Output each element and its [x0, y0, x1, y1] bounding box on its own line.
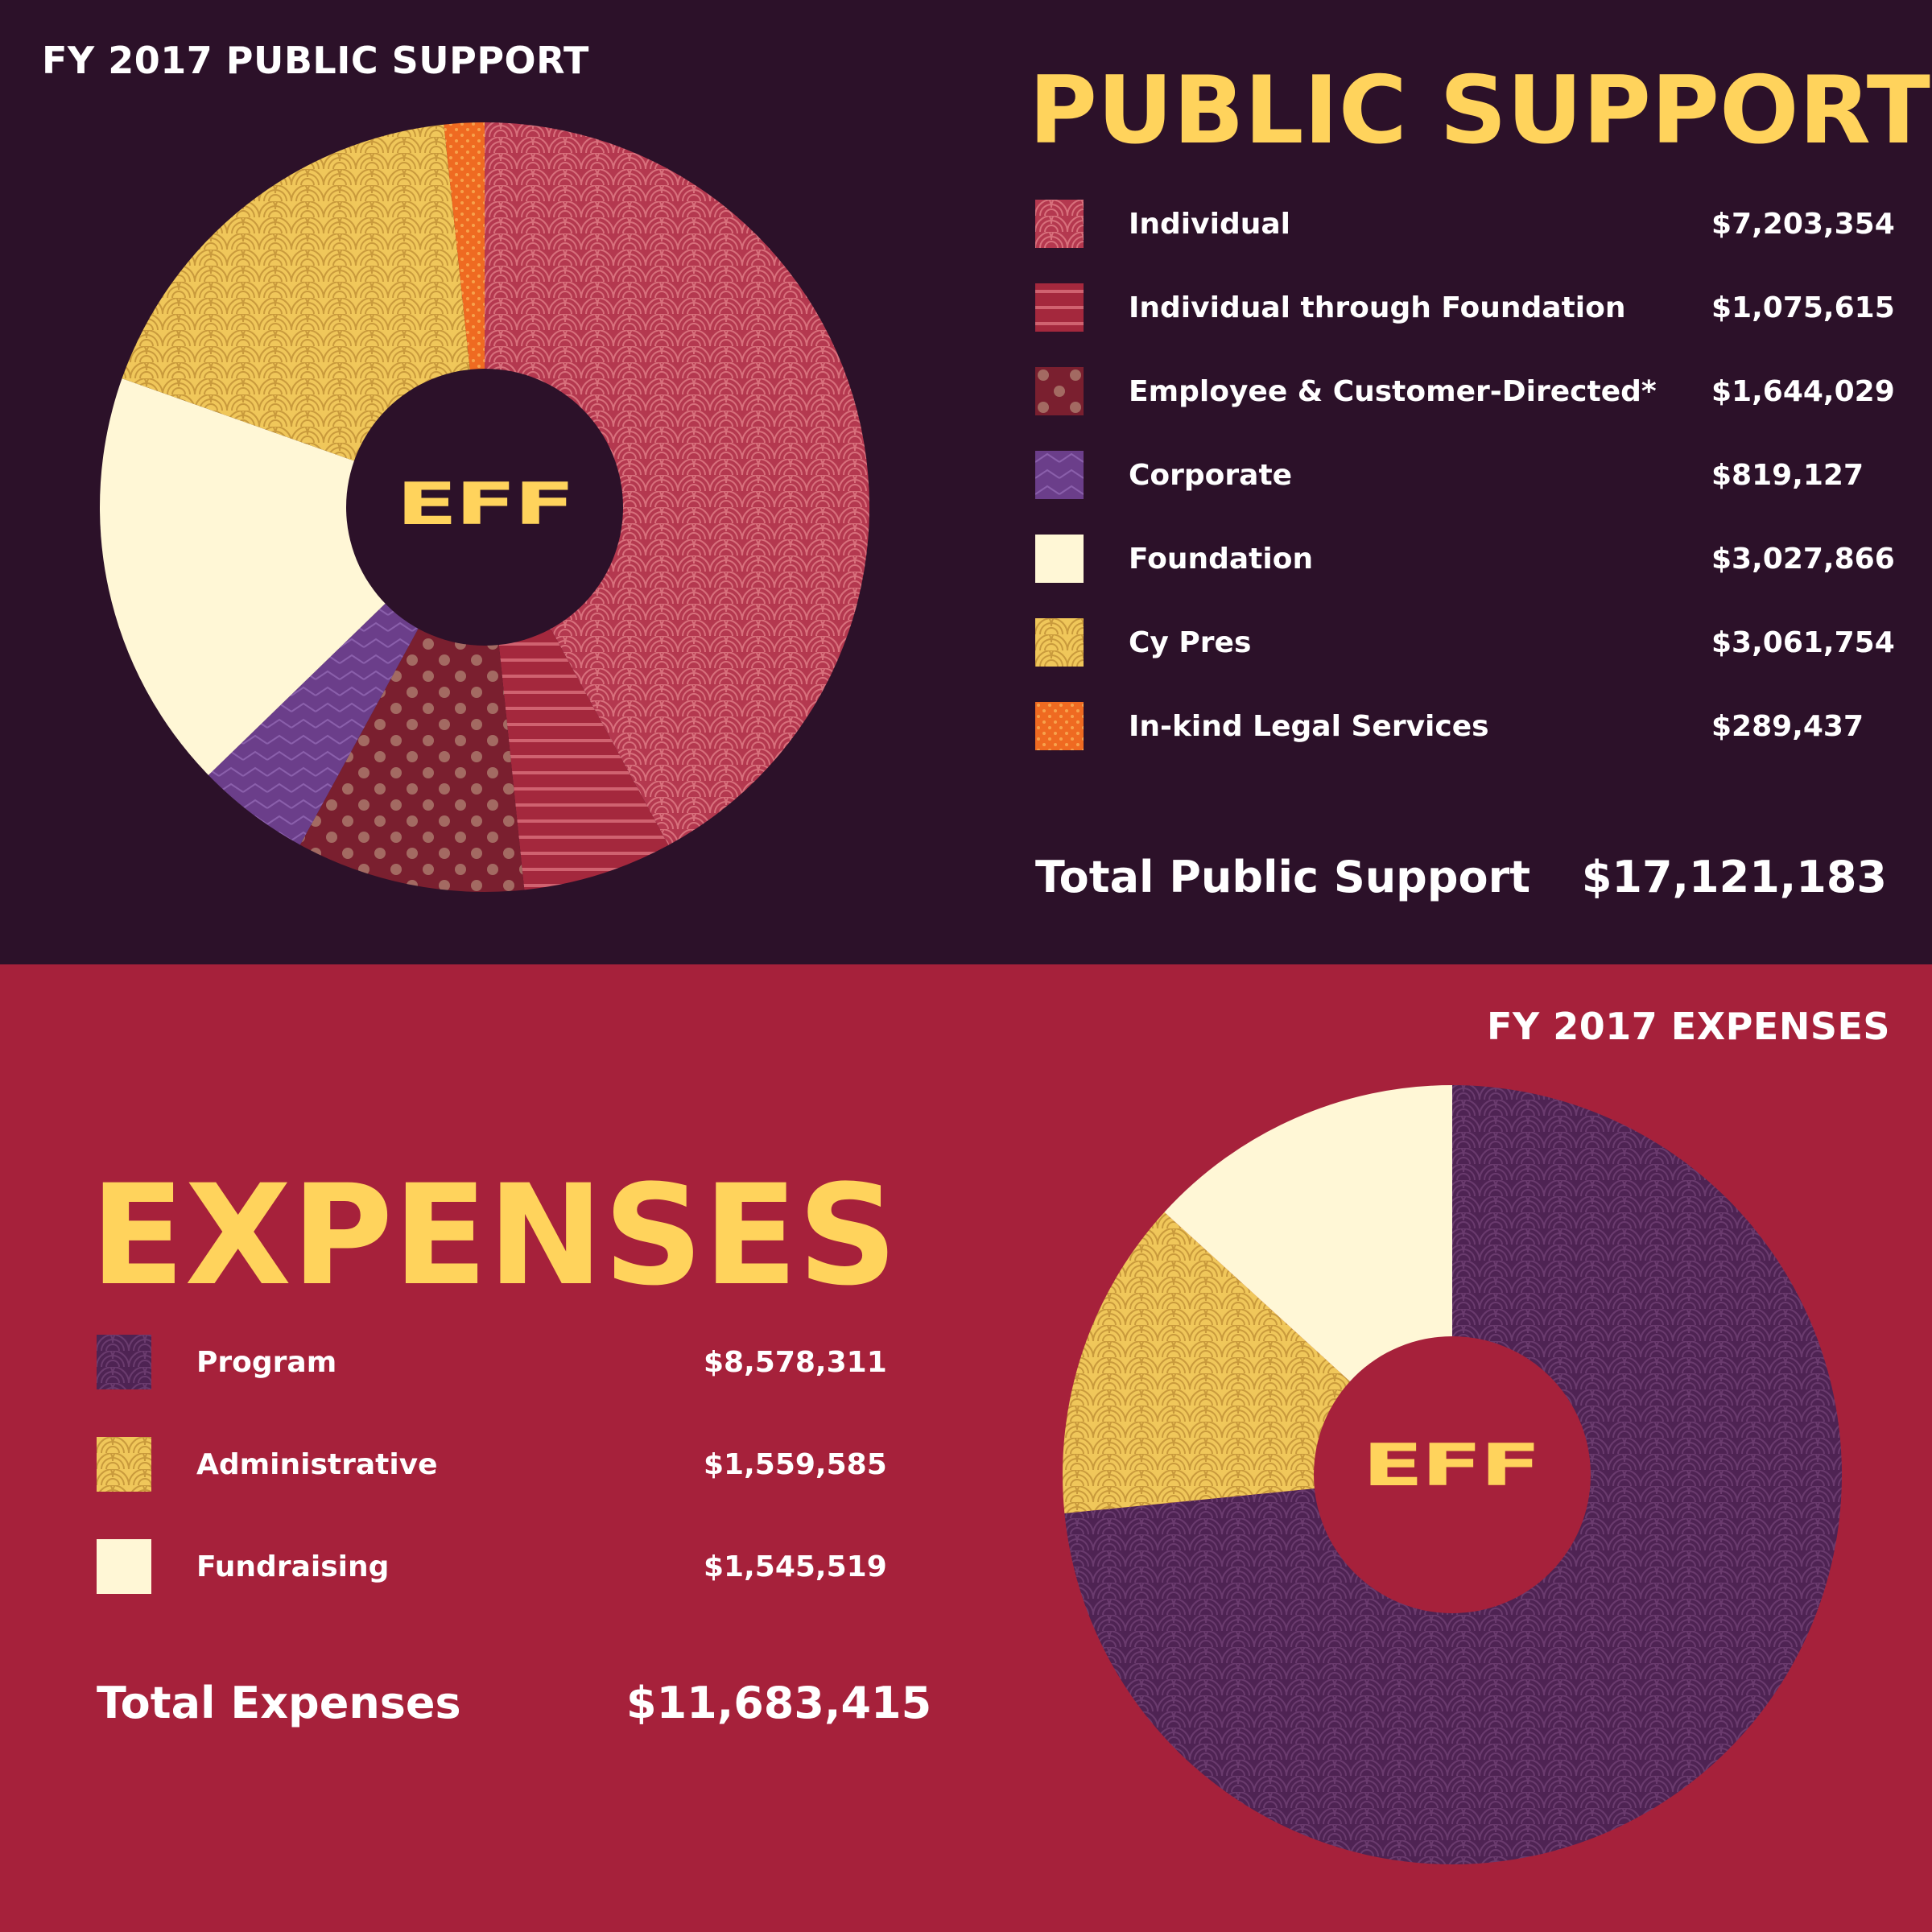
legend-label: Administrative	[196, 1448, 438, 1481]
legend-row: In-kind Legal Services $289,437	[1035, 702, 1889, 750]
legend-swatch	[1035, 200, 1084, 248]
pie-slice-individual	[485, 122, 869, 845]
legend-value: $1,559,585	[704, 1448, 887, 1481]
legend-swatch	[1035, 451, 1084, 499]
legend-label: Foundation	[1129, 543, 1314, 576]
legend-row: Employee & Customer-Directed* $1,644,029	[1035, 367, 1895, 415]
expenses-donut-chart	[1063, 1085, 1842, 1864]
public-support-panel: FY 2017 PUBLIC SUPPORT EFF PUBLIC SUPPOR…	[0, 0, 1932, 964]
legend-swatch	[1035, 618, 1084, 667]
legend-row: Cy Pres $3,061,754	[1035, 618, 1895, 667]
legend-label: Fundraising	[196, 1550, 390, 1583]
legend-swatch	[97, 1335, 151, 1389]
donut-hole	[346, 369, 623, 646]
donut-hole	[1314, 1336, 1591, 1613]
legend-row: Individual through Foundation $1,075,615	[1035, 283, 1895, 332]
legend-label: Cy Pres	[1129, 626, 1252, 659]
legend-label: Corporate	[1129, 459, 1293, 492]
legend-label: Program	[196, 1346, 337, 1379]
legend-swatch	[1035, 283, 1084, 332]
legend-value: $1,545,519	[704, 1550, 887, 1583]
legend-row: Administrative $1,559,585	[97, 1437, 887, 1492]
eff-logo-support: EFF	[396, 470, 576, 538]
eff-logo-expenses: EFF	[1362, 1431, 1542, 1499]
support-total-value: $17,121,183	[1581, 852, 1887, 902]
legend-value: $3,027,866	[1711, 543, 1895, 576]
expenses-chart-title: FY 2017 EXPENSES	[1487, 1005, 1890, 1048]
legend-value: $7,203,354	[1711, 208, 1895, 241]
legend-row: Foundation $3,027,866	[1035, 535, 1895, 583]
legend-label: Employee & Customer-Directed*	[1129, 375, 1657, 408]
expenses-heading: EXPENSES	[90, 1154, 898, 1316]
support-heading: PUBLIC SUPPORT	[1029, 56, 1930, 165]
legend-swatch	[1035, 367, 1084, 415]
legend-row: Fundraising $1,545,519	[97, 1539, 887, 1594]
support-chart-title: FY 2017 PUBLIC SUPPORT	[42, 39, 589, 82]
support-total-label: Total Public Support	[1035, 852, 1531, 902]
support-donut-chart	[99, 122, 869, 892]
legend-label: Individual	[1129, 208, 1290, 241]
legend-value: $289,437	[1711, 710, 1864, 743]
legend-label: Individual through Foundation	[1129, 291, 1626, 324]
legend-value: $8,578,311	[704, 1346, 887, 1379]
legend-value: $1,075,615	[1711, 291, 1895, 324]
legend-swatch	[1035, 535, 1084, 583]
expenses-total-value: $11,683,415	[626, 1678, 932, 1728]
expenses-total-label: Total Expenses	[97, 1678, 461, 1728]
legend-label: In-kind Legal Services	[1129, 710, 1489, 743]
legend-value: $1,644,029	[1711, 375, 1895, 408]
legend-swatch	[97, 1437, 151, 1492]
legend-value: $819,127	[1711, 459, 1864, 492]
expenses-panel: FY 2017 EXPENSES EXPENSES Program $8,578,…	[0, 964, 1932, 1932]
legend-swatch	[1035, 702, 1084, 750]
legend-row: Individual $7,203,354	[1035, 200, 1895, 248]
legend-row: Corporate $819,127	[1035, 451, 1889, 499]
legend-value: $3,061,754	[1711, 626, 1895, 659]
legend-row: Program $8,578,311	[97, 1335, 887, 1389]
legend-swatch	[97, 1539, 151, 1594]
